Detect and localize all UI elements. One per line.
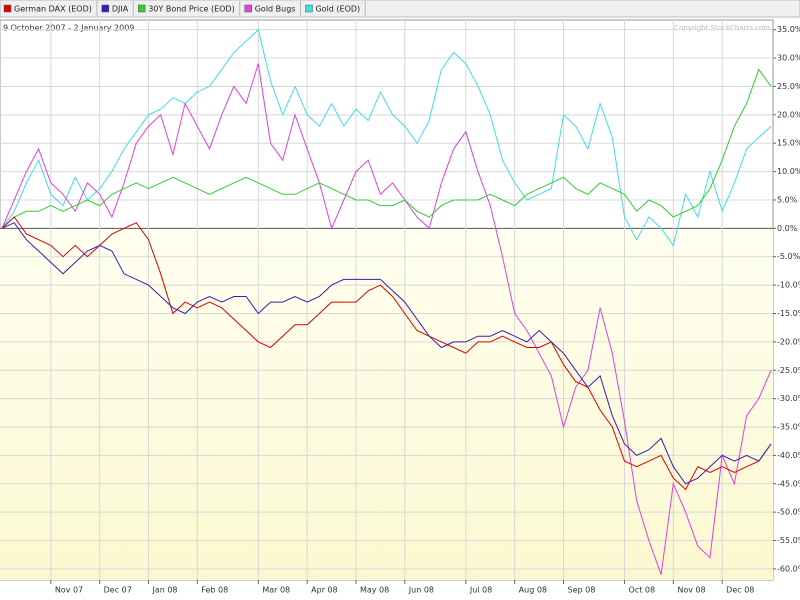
series-line (1, 68, 772, 229)
x-tick-label: Dec 08 (726, 586, 754, 595)
x-tick-label: Sep 08 (567, 586, 595, 595)
legend-swatch (244, 4, 252, 13)
legend-swatch (137, 4, 146, 13)
legend-swatch (3, 4, 12, 13)
y-tick-label: -20.0% (777, 337, 800, 346)
y-tick-label: -15.0% (777, 309, 800, 318)
x-tick-label: Feb 08 (201, 586, 228, 595)
y-tick-label: 0.0% (777, 224, 798, 233)
y-tick-label: -50.0% (777, 508, 800, 517)
legend-label: German DAX (EOD) (14, 5, 92, 14)
legend-label: Gold (EOD) (315, 5, 360, 14)
series-line (1, 63, 772, 575)
series-line (1, 28, 772, 247)
legend-bar (0, 0, 800, 18)
legend-label: 30Y Bond Price (EOD) (148, 5, 235, 14)
y-tick-label: -5.0% (777, 252, 800, 261)
x-tick-label: May 08 (360, 586, 389, 595)
x-tick-label: Jul 08 (469, 586, 492, 595)
y-tick-label: -40.0% (777, 451, 800, 460)
y-tick-label: -55.0% (777, 536, 800, 545)
y-tick-label: -25.0% (777, 366, 800, 375)
y-tick-label: -35.0% (777, 423, 800, 432)
y-tick-label: 30.0% (777, 54, 800, 63)
x-tick-label: Aug 08 (519, 586, 547, 595)
x-tick-label: Dec 07 (104, 586, 132, 595)
legend-label: DJIA (112, 5, 129, 14)
y-tick-label: 15.0% (777, 139, 800, 148)
y-tick-label: -60.0% (777, 564, 800, 573)
x-tick-label: Jun 08 (408, 586, 434, 595)
y-tick-label: 5.0% (777, 195, 798, 204)
legend-swatch (305, 4, 313, 13)
x-tick-label: Mar 08 (262, 586, 290, 595)
subtitle: 9 October 2007 - 2 January 2009 (3, 24, 134, 33)
x-tick-label: Nov 07 (55, 586, 83, 595)
x-tick-label: Apr 08 (311, 586, 338, 595)
x-tick-label: Jan 08 (151, 586, 177, 595)
y-tick-label: 25.0% (777, 82, 800, 91)
x-tick-label: Oct 08 (629, 586, 656, 595)
series-line (1, 216, 772, 491)
y-tick-label: 35.0% (777, 25, 800, 34)
legend-label: Gold Bugs (255, 5, 296, 14)
legend-swatch (101, 4, 110, 13)
x-tick-label: Nov 08 (677, 586, 705, 595)
series-line (1, 222, 772, 485)
y-tick-label: -10.0% (777, 281, 800, 290)
y-tick-label: -45.0% (777, 479, 800, 488)
y-tick-label: 10.0% (777, 167, 800, 176)
y-tick-label: -30.0% (777, 394, 800, 403)
negative-region (0, 228, 773, 580)
y-tick-label: 20.0% (777, 110, 800, 119)
